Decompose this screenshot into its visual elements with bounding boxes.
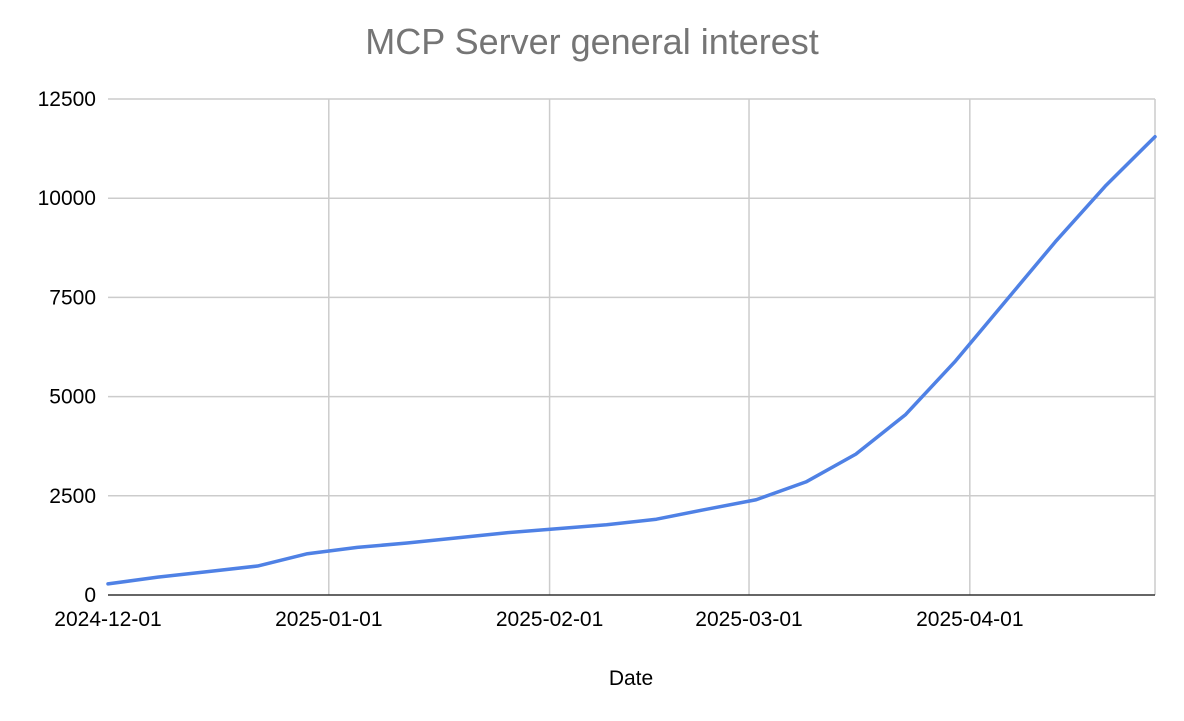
y-tick-label: 10000 (38, 187, 96, 210)
y-axis-tick-labels: 0 2500 5000 7500 10000 12500 (38, 88, 96, 607)
x-tick-label: 2025-03-01 (695, 608, 802, 631)
series-layer (106, 134, 1157, 586)
x-tick-label: 2025-02-01 (496, 608, 603, 631)
grid (108, 98, 1156, 595)
chart-title: MCP Server general interest (365, 21, 819, 62)
y-tick-label: 2500 (49, 485, 96, 508)
y-tick-label: 5000 (49, 386, 96, 409)
x-tick-label: 2025-01-01 (275, 608, 382, 631)
series-line-0 (106, 134, 1157, 586)
y-tick-label: 7500 (49, 286, 96, 309)
x-axis-tick-labels: 2024-12-01 2025-01-01 2025-02-01 2025-03-01… (54, 608, 1023, 631)
x-axis-title: Date (609, 667, 653, 690)
x-tick-label: 2024-12-01 (54, 608, 161, 631)
x-tick-label: 2025-04-01 (916, 608, 1023, 631)
y-tick-label: 0 (84, 584, 96, 607)
y-tick-label: 12500 (38, 88, 96, 111)
